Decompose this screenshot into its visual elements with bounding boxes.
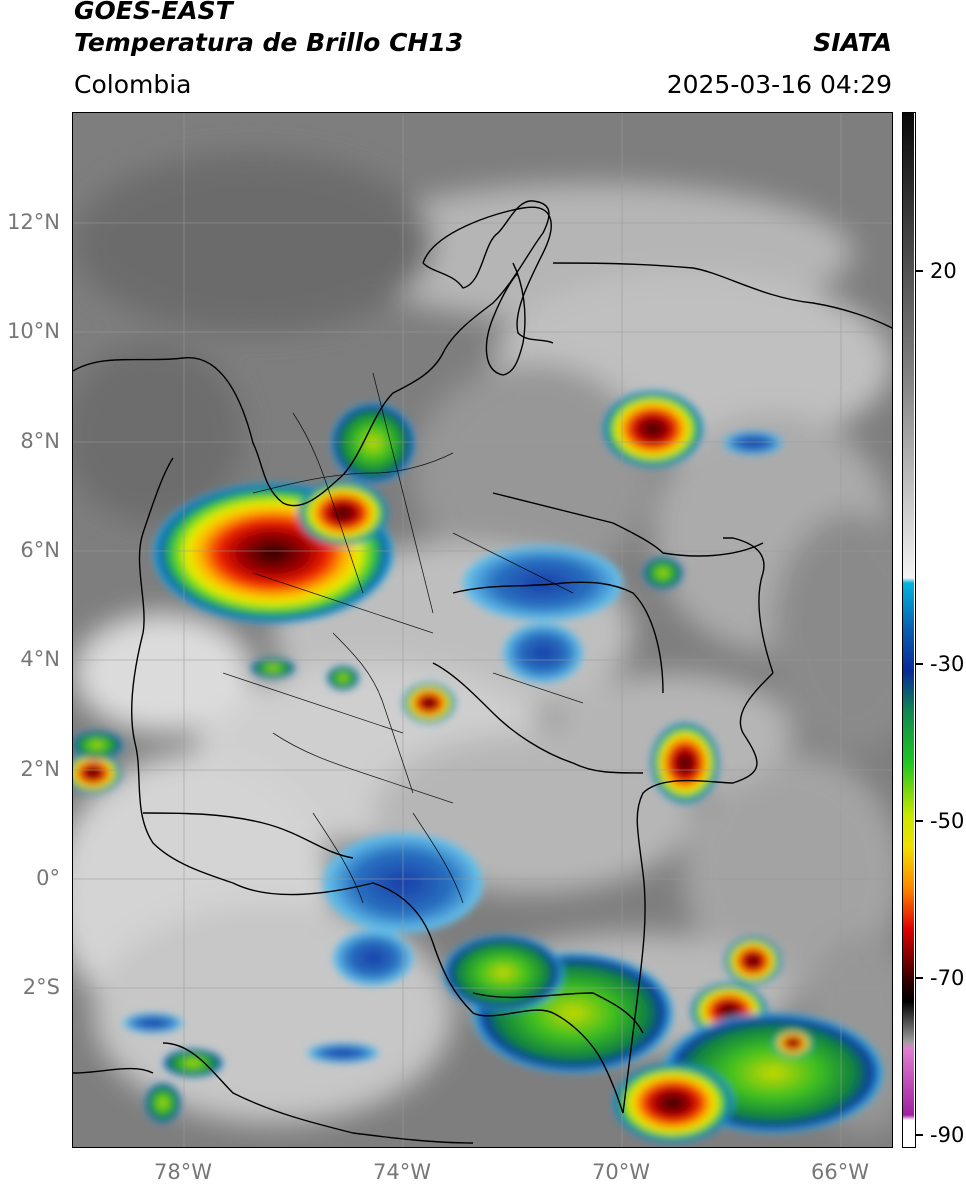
colorbar-label-minus70: -70 [930,966,965,990]
lon-label-66w: 66°W [811,1160,869,1184]
colorbar-label-minus90: -90 [930,1123,965,1147]
lat-label-10n: 10°N [7,319,60,343]
colorbar-label-20: 20 [930,259,957,283]
colorbar-label-minus30: -30 [930,652,965,676]
satellite-map[interactable] [72,112,893,1148]
graticule [73,113,892,1147]
colorbar [902,112,916,1148]
lat-label-2n: 2°N [20,757,60,781]
title-line-1: GOES-EAST [74,0,233,25]
lat-label-12n: 12°N [7,210,60,234]
lat-label-4n: 4°N [20,647,60,671]
lon-label-78w: 78°W [154,1160,212,1184]
map-canvas [73,113,892,1147]
timestamp-label: 2025-03-16 04:29 [666,70,892,99]
lat-label-0: 0° [36,866,60,890]
lat-label-8n: 8°N [20,429,60,453]
title-line-2: Temperatura de Brillo CH13 [74,28,464,57]
borders [73,200,892,1144]
lat-label-6n: 6°N [20,538,60,562]
source-label: SIATA [813,28,892,57]
department-borders [222,372,584,904]
lon-label-70w: 70°W [592,1160,650,1184]
region-label: Colombia [74,70,192,99]
lat-label-2s: 2°S [22,975,60,999]
colorbar-label-minus50: -50 [930,809,965,833]
convection [73,391,883,1143]
lon-label-74w: 74°W [373,1160,431,1184]
